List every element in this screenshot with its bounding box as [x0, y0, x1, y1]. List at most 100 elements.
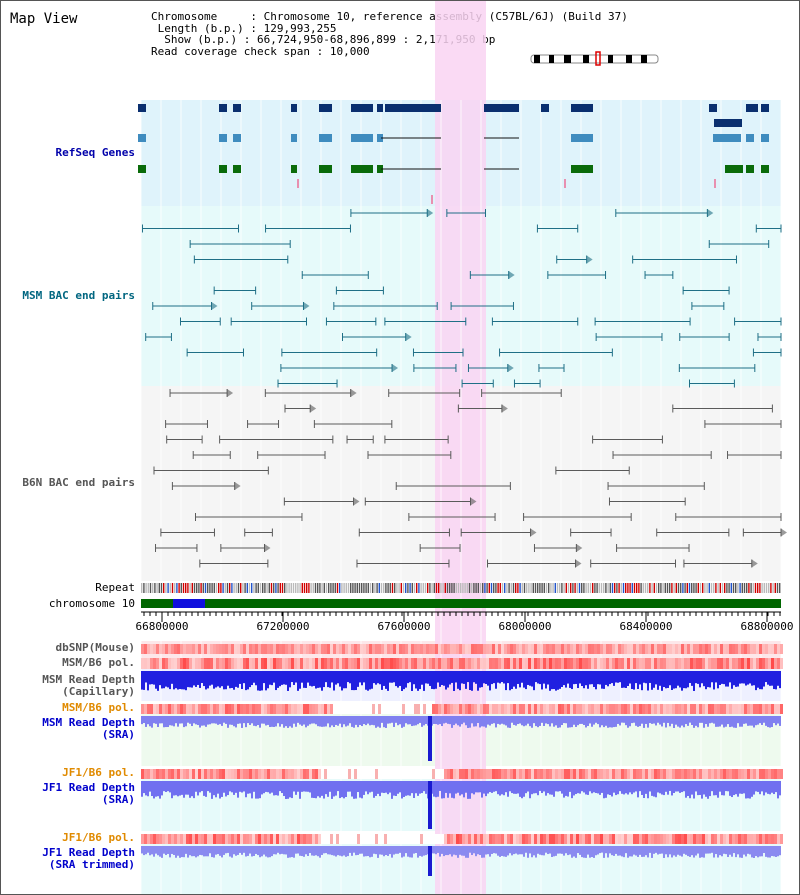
- jf1-sra-depth: [633, 781, 635, 793]
- jf1-sra-depth: [277, 781, 279, 796]
- msm-pol-cell: [717, 658, 720, 669]
- msm-pol-2-cell: [186, 704, 189, 714]
- msm-sra-depth: [487, 716, 489, 725]
- dbsnp-cell: [486, 644, 489, 654]
- dbsnp-cell: [210, 644, 213, 654]
- jf1-sra-depth: [443, 781, 445, 799]
- dbsnp-cell: [363, 644, 366, 654]
- msm-capillary-depth: [737, 671, 739, 687]
- msm-sra-depth: [701, 716, 703, 723]
- jf1-trim-depth: [551, 846, 553, 857]
- msm-pol-cell: [309, 658, 312, 669]
- jf1-trim-depth: [157, 846, 159, 856]
- msm-sra-depth: [541, 716, 543, 723]
- repeat-element: [466, 583, 468, 593]
- jf1-pol-2-cell: [552, 834, 555, 844]
- jf1-pol-2-cell: [183, 834, 186, 844]
- jf1-sra-depth: [193, 781, 195, 799]
- dbsnp-cell: [156, 644, 159, 654]
- jf1-trim-depth: [399, 846, 401, 853]
- dbsnp-cell: [327, 644, 330, 654]
- jf1-pol-2-cell: [576, 834, 579, 844]
- jf1-trim-depth: [745, 846, 747, 857]
- msm-pol-2-cell: [489, 704, 492, 714]
- msm-capillary-depth: [567, 671, 569, 684]
- jf1-pol-cell: [450, 769, 453, 779]
- msm-capillary-depth: [227, 671, 229, 686]
- jf1-pol-cell: [300, 769, 303, 779]
- jf1-sra-depth: [321, 781, 323, 796]
- msm-capillary-depth: [515, 671, 517, 689]
- msm-capillary-depth: [411, 671, 413, 691]
- msm-sra-depth: [249, 716, 251, 725]
- jf1-pol-2-cell: [570, 834, 573, 844]
- repeat-element: [281, 583, 284, 593]
- coverage-label: Read coverage check span: [151, 44, 310, 58]
- jf1-trim-depth: [383, 846, 385, 857]
- repeat-element: [198, 583, 200, 593]
- jf1-sra-depth: [611, 781, 613, 797]
- msm-capillary-depth: [675, 671, 677, 689]
- jf1-pol-cell: [357, 769, 360, 779]
- msm-pol-2-cell: [615, 704, 618, 714]
- refseq-gene-exon: [761, 165, 769, 173]
- jf1-pol-cell: [660, 769, 663, 779]
- msm-pol-cell: [369, 658, 372, 669]
- dbsnp-cell: [729, 644, 732, 654]
- jf1-sra-depth: [241, 781, 243, 793]
- jf1-pol-2-cell: [750, 834, 753, 844]
- msm-sra-depth: [587, 716, 589, 726]
- msm-sra-depth: [629, 716, 631, 727]
- jf1-sra-depth: [433, 781, 435, 797]
- msm-capillary-depth: [779, 671, 781, 689]
- jf1-pol-2-cell: [210, 834, 213, 844]
- jf1-pol-2-cell: [330, 834, 333, 844]
- dbsnp-cell: [225, 644, 228, 654]
- msm-capillary-depth: [587, 671, 589, 689]
- jf1-trim-depth: [349, 846, 351, 853]
- msm-pol-cell: [627, 658, 630, 669]
- msm-capillary-depth: [151, 671, 153, 685]
- jf1-pol-cell: [276, 769, 279, 779]
- jf1-sra-depth: [775, 781, 777, 793]
- msm-capillary-depth: [683, 671, 685, 689]
- b6n-bac-pair-arrow: [350, 389, 357, 397]
- msm-capillary-depth: [651, 671, 653, 690]
- repeat-element: [530, 583, 532, 593]
- jf1-pol-cell: [453, 769, 456, 779]
- repeat-element: [495, 583, 497, 593]
- jf1-sra-depth: [227, 781, 229, 796]
- jf1-pol-2-cell: [150, 834, 153, 844]
- msm-pol-cell: [450, 658, 453, 669]
- jf1-trim-depth: [367, 846, 369, 857]
- msm-pol-2-cell: [417, 704, 420, 714]
- jf1-trim-depth: [593, 846, 595, 858]
- msm-pol-cell: [150, 658, 153, 669]
- jf1-sra-depth: [463, 781, 465, 798]
- repeat-element: [680, 583, 682, 593]
- msm-pol-2-cell: [750, 704, 753, 714]
- jf1-sra-depth: [213, 781, 215, 796]
- jf1-trim-depth: [591, 846, 593, 858]
- msm-pol-cell: [564, 658, 567, 669]
- repeat-element: [464, 583, 466, 593]
- msm-pol-cell: [750, 658, 753, 669]
- jf1-trim-depth: [673, 846, 675, 856]
- msm-capillary-depth: [425, 671, 427, 684]
- msm-capillary-depth: [211, 671, 213, 685]
- msm-pol-2-cell: [648, 704, 651, 714]
- jf1-trim-depth: [197, 846, 199, 857]
- msm-pol-2-cell: [663, 704, 666, 714]
- dbsnp-cell: [678, 644, 681, 654]
- jf1-trim-depth: [333, 846, 335, 856]
- msm-capillary-depth: [181, 671, 183, 690]
- jf1-trim-depth: [249, 846, 251, 854]
- repeat-element: [728, 583, 730, 593]
- msm-pol-cell: [144, 658, 147, 669]
- msm-capillary-depth: [775, 671, 777, 690]
- jf1-pol-2-cell: [384, 834, 387, 844]
- msm-capillary-depth: [757, 671, 759, 688]
- msm-pol-cell: [267, 658, 270, 669]
- dbsnp-cell: [507, 644, 510, 654]
